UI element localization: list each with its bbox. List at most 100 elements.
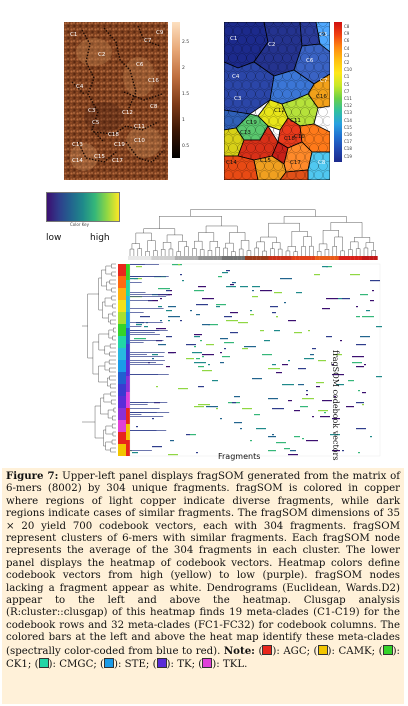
cluster-colorbar-tick: C6 [344, 38, 350, 44]
heatmap-x-label: Fragments [218, 452, 261, 461]
copper-cluster-label: C14 [72, 158, 83, 164]
copper-cluster-label: C8 [150, 104, 158, 110]
copper-cluster-label: C3 [88, 108, 96, 114]
note-legend-item: (): AGC; [258, 644, 311, 657]
cluster-map-graphic: C1 C2 C3 C4 C5 C6 C7 C8 C9 C10 C11 C12 C13 C14 C15 C16 C… [219, 17, 333, 181]
cluster-colorbar-tick: C19 [344, 153, 352, 159]
heatmap-cells [129, 263, 388, 457]
cluster-map-label: C9 [318, 32, 326, 38]
heatmap-y-label: fragSOM codebook vectors [331, 350, 340, 461]
cluster-map-label: C3 [234, 96, 242, 102]
legend-label: STE; [124, 659, 150, 671]
copper-cluster-label: C10 [134, 138, 145, 144]
cluster-map-label: C14 [226, 160, 237, 166]
row-dendrogram [81, 263, 116, 453]
color-key-low: low [46, 233, 62, 243]
cluster-map-label: C10 [294, 134, 305, 140]
legend-swatch [104, 658, 115, 669]
legend-swatch [38, 658, 49, 669]
cluster-map-label: C7 [320, 78, 328, 84]
copper-cluster-label: C2 [98, 52, 105, 58]
cluster-colorbar-tick: C12 [344, 103, 352, 109]
cluster-colorbar-tick: C10 [344, 67, 352, 73]
copper-cluster-label: C9 [156, 30, 164, 36]
figure-caption: Figure 7: Upper-left panel displays frag… [2, 468, 404, 704]
heatmap-panel [81, 192, 388, 462]
legend-label: TKL. [222, 659, 248, 671]
note-legend-item: (): CMGC; [31, 658, 97, 671]
copper-map-graphic: C1 C2 C3 C4 C5 C6 C7 C8 C9 C10 C11 C12 C13 C14 C15 C16 C… [64, 22, 168, 180]
legend-label: CAMK; [338, 645, 376, 657]
legend-swatch [262, 644, 273, 655]
copper-cluster-label: C19 [114, 142, 125, 148]
column-dendrogram [129, 209, 376, 256]
cluster-map-label: C5 [320, 32, 328, 38]
cluster-map-label: C17 [290, 160, 301, 166]
color-key: Color Key [46, 192, 120, 230]
legend-swatch [202, 658, 213, 669]
legend-label: TK; [177, 659, 196, 671]
cluster-map-label: C12 [274, 108, 285, 114]
copper-cluster-label: C16 [148, 78, 159, 84]
cluster-colorbar-tick: C7 [344, 88, 350, 94]
note-legend-item: (): CK1; [6, 644, 400, 671]
legend-label: CK1; [6, 659, 32, 671]
copper-colorbar-tick: 1 [182, 118, 185, 123]
cluster-map-label: C15 [260, 158, 271, 164]
cluster-colorbar-tick: C9 [344, 31, 350, 37]
cluster-colorbar-tick: C17 [344, 139, 352, 145]
cluster-map-label: C13 [240, 130, 251, 136]
cluster-colorbar-tick: C8 [344, 24, 350, 29]
row-cluster-bar [118, 264, 130, 456]
cluster-colorbar-tick: C16 [344, 132, 352, 137]
note-legend-item: (): CAMK; [310, 644, 376, 657]
copper-colorbar-tick: 1.5 [182, 92, 190, 97]
cluster-map-label: C11 [290, 118, 301, 124]
copper-colorbar-tick: 2 [182, 66, 185, 71]
cluster-map-label: C4 [232, 74, 240, 80]
legend-label: CMGC; [59, 659, 97, 671]
heatmap-graphic [81, 209, 388, 457]
legend-swatch [156, 658, 167, 669]
legend-swatch [382, 644, 393, 655]
copper-cluster-label: C1 [70, 32, 77, 38]
note-label: Note: [223, 644, 255, 657]
color-key-gradient [46, 192, 120, 222]
cluster-colorbar-tick: C2 [344, 60, 350, 65]
note-legend-item: (): TK; [149, 658, 196, 671]
cluster-colorbar-tick: C11 [344, 96, 352, 101]
cluster-colorbar [334, 22, 342, 162]
copper-cluster-label: C18 [108, 132, 119, 138]
note-legend-item: (): TKL. [195, 658, 248, 671]
cluster-colorbar-tick: C13 [344, 110, 352, 116]
cluster-colorbar-tick: C1 [344, 74, 350, 80]
cluster-map-label: C19 [246, 120, 257, 126]
note-legend: (): AGC; (): CAMK; (): CK1; (): CMGC; ()… [6, 644, 400, 671]
copper-cluster-label: C4 [76, 84, 84, 90]
cluster-map-label: C16 [316, 94, 327, 100]
cluster-colorbar-tick: C18 [344, 146, 352, 152]
caption-text: Upper-left panel displays fragSOM genera… [6, 471, 400, 657]
color-key-title: Color Key [70, 222, 89, 227]
copper-cluster-label: C7 [144, 38, 152, 44]
cluster-map-label: C8 [318, 160, 326, 166]
copper-colorbar-tick: 0.5 [182, 144, 190, 149]
copper-cluster-label: C15 [94, 154, 105, 160]
cluster-colorbar-tick: C14 [344, 117, 352, 123]
cluster-map-label: C1 [230, 36, 237, 42]
column-cluster-bar [128, 256, 378, 260]
cluster-colorbar-tick: C15 [344, 124, 352, 130]
note-legend-item: (): STE; [96, 658, 150, 671]
legend-label: AGC; [283, 645, 311, 657]
cluster-colorbar-tick: C4 [344, 45, 350, 51]
cluster-map-label: C18 [284, 136, 295, 142]
copper-cluster-label: C5 [92, 120, 100, 126]
copper-colorbar [172, 22, 180, 158]
copper-cluster-label: C17 [112, 158, 123, 164]
copper-cluster-label: C13 [72, 142, 83, 148]
copper-cluster-label: C6 [136, 62, 144, 68]
figure-label: Figure 7: [6, 470, 59, 482]
copper-fragsom-map: C1 C2 C3 C4 C5 C6 C7 C8 C9 C10 C11 C12 C13 C14 C15 C16 C… [64, 22, 168, 180]
cluster-fragsom-map: C1 C2 C3 C4 C5 C6 C7 C8 C9 C10 C11 C12 C13 C14 C15 C16 C… [219, 17, 333, 181]
copper-cluster-label: C12 [122, 110, 133, 116]
